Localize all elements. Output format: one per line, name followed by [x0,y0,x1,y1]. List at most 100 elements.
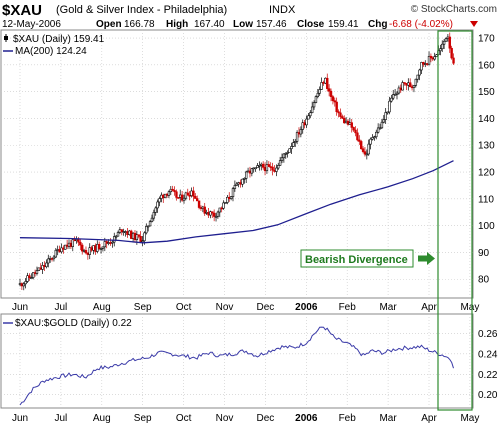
candle-body [399,87,402,91]
candle-body [256,165,259,169]
candle-body [375,131,378,138]
candle-body [278,160,282,166]
candle-body [309,112,312,117]
candle-body [282,153,286,159]
chg-label: Chg [368,19,387,30]
candle-body [271,166,274,171]
price-y-tick: 80 [478,275,490,286]
candle-body [207,212,210,216]
candle-body [439,48,442,52]
candle-body [218,207,222,213]
price-x-tick: Dec [257,302,275,313]
candle-body [250,168,254,174]
candle-body [160,194,163,199]
price-y-tick: 130 [478,141,495,152]
candle-body [343,117,346,124]
candle-body [65,244,69,247]
candle-body [220,207,223,210]
candle-body [45,262,48,268]
candle-body [135,234,139,240]
ratio-y-tick: 0.24 [478,349,498,360]
candle-body [124,231,127,233]
candle-body [244,171,248,179]
price-x-tick: Nov [216,302,234,313]
candle-body [58,249,61,253]
candle-body [52,256,56,260]
candle-body [48,258,52,260]
candle-body [322,82,325,84]
price-y-tick: 160 [478,60,495,71]
candle-body [295,132,299,142]
candle-body [339,112,342,117]
candle-body [367,143,370,155]
price-x-tick: May [460,302,479,313]
candle-body [284,153,287,155]
candle-body [352,127,355,131]
candle-body [156,201,159,209]
chg-value: -6.68 (-4.02%) [389,19,453,30]
candle-body [369,138,372,145]
candle-body [442,40,446,45]
candle-body [173,190,176,193]
candle-body [177,197,180,199]
candle-body [371,137,374,140]
candle-body [350,122,353,128]
candle-body [382,119,385,123]
ratio-x-tick: Dec [257,413,275,424]
candle-body [297,132,301,135]
candle-body [116,232,120,237]
annotation-box [300,249,414,268]
candle-body [358,139,361,142]
candle-body [141,240,144,243]
ratio-line [19,326,454,406]
candle-body [201,206,205,209]
candle-body [388,100,391,113]
candle-body [280,157,284,161]
candle-body [165,193,169,196]
open-label: Open [96,19,122,30]
candle-body [337,111,340,114]
candle-body [118,229,122,233]
price-y-tick: 170 [478,34,495,45]
low-label: Low [233,19,253,30]
ratio-x-tick: Aug [93,413,111,424]
annotation: Bearish Divergence [300,249,435,268]
candle-body [246,170,250,173]
candle-body [228,196,231,199]
candle-body [314,96,318,103]
ratio-x-tick: May [460,413,479,424]
close-value: 159.41 [328,19,359,30]
candle-body [82,250,86,252]
candle-body [73,239,76,242]
candle-body [175,191,178,198]
high-value: 167.40 [194,19,225,30]
ratio-x-axis: Jun Jul Aug Sep Oct Nov Dec 2006 Feb Mar Apr May [12,413,479,424]
price-x-tick: Mar [379,302,397,313]
candle-body [333,100,336,103]
price-y-tick: 120 [478,168,495,179]
candle-body [363,151,367,155]
price-y-tick: 90 [478,248,490,259]
candle-body [212,212,216,217]
candle-body [190,190,193,196]
candle-body [416,74,419,80]
arrow-right-icon [418,252,435,265]
price-x-tick: Apr [421,302,437,313]
legend-ma: MA(200) 124.24 [15,46,87,57]
candle-body [94,245,97,252]
candle-body [446,36,450,39]
candle-body [361,148,365,152]
candle-body [107,242,110,244]
price-x-tick: Aug [93,302,111,313]
candle-body [96,243,99,252]
candle-body [373,136,376,139]
candle-body [299,129,303,135]
candle-body [122,231,125,233]
candle-body [324,77,327,84]
candle-body [209,211,212,216]
candle-body [50,258,54,260]
candle-body [205,212,208,214]
candle-body [316,92,320,97]
candle-body [64,244,67,250]
